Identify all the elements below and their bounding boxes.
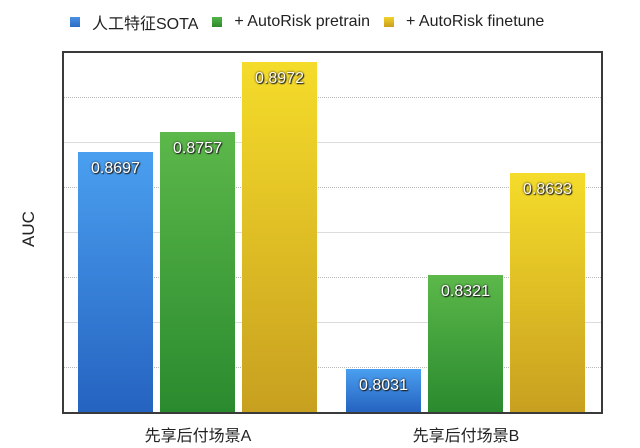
legend-swatch-yellow	[384, 17, 395, 27]
legend-label: + AutoRisk finetune	[406, 13, 545, 30]
bar-finetune-b: 0.8633	[510, 172, 585, 412]
bar-value-label: 0.8633	[523, 180, 572, 198]
bar-value-label: 0.8321	[441, 282, 490, 300]
x-category-label-a: 先享后付场景A	[144, 428, 252, 445]
bar-sota-a: 0.8697	[78, 151, 153, 412]
legend-item-pretrain: + AutoRisk pretrain	[212, 13, 370, 31]
bar-value-label: 0.8972	[255, 70, 304, 88]
gridline	[64, 187, 601, 188]
bar-sota-b: 0.8031	[346, 369, 421, 412]
gridline	[64, 277, 601, 278]
bar-finetune-a: 0.8972	[242, 62, 317, 412]
plot-area: 0.8697 0.8031 0.8757 0.8321 0.8972 0.8633	[62, 51, 603, 414]
legend-item-finetune: + AutoRisk finetune	[384, 13, 544, 31]
gridline	[64, 97, 601, 98]
legend-swatch-blue	[70, 17, 80, 27]
x-category-label-b: 先享后付场景B	[412, 428, 520, 445]
gridline	[64, 142, 601, 143]
bar-pretrain-a: 0.8757	[160, 132, 235, 412]
gridline	[64, 232, 601, 233]
bar-value-label: 0.8757	[173, 140, 222, 158]
y-axis-label: AUC	[19, 211, 38, 247]
legend-label: + AutoRisk pretrain	[234, 13, 371, 30]
legend-swatch-green	[212, 17, 223, 27]
bar-value-label: 0.8697	[91, 159, 140, 177]
legend-item-sota: 人工特征SOTA	[70, 10, 198, 34]
gridline	[64, 367, 601, 368]
bar-pretrain-b: 0.8321	[428, 274, 503, 412]
legend: 人工特征SOTA + AutoRisk pretrain + AutoRisk …	[70, 10, 558, 34]
legend-label: 人工特征SOTA	[92, 16, 199, 33]
gridline	[64, 322, 601, 323]
bar-value-label: 0.8031	[359, 377, 408, 395]
